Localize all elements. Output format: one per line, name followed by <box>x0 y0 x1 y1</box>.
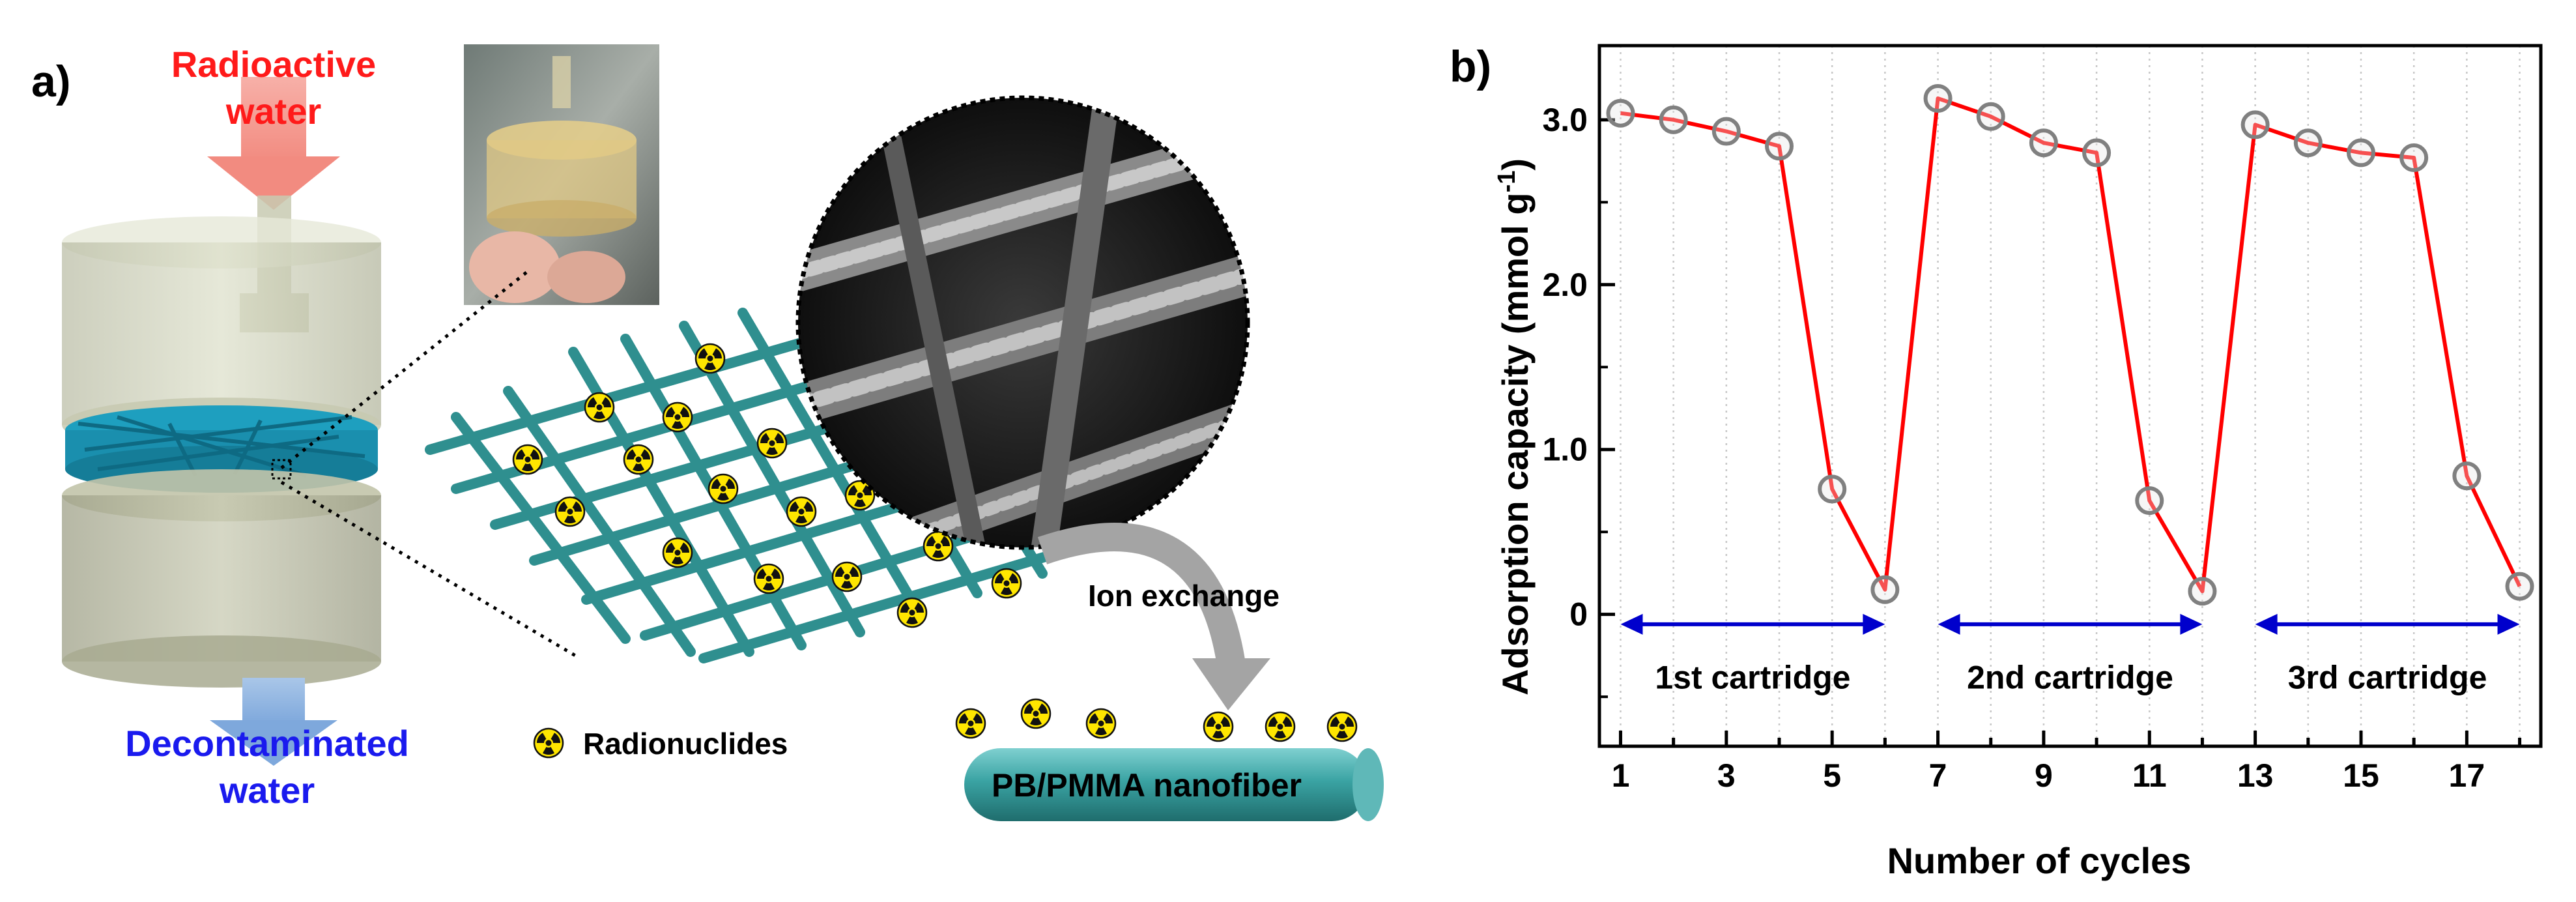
series-line <box>1620 96 2522 594</box>
radionuclide-symbol <box>662 401 693 433</box>
radionuclide-symbol <box>955 708 986 739</box>
radionuclide-symbol <box>554 496 586 527</box>
radionuclide-symbol <box>708 473 739 504</box>
y-axis-title: Adsorption capacity (mmol g-1) <box>1493 158 1536 695</box>
data-point <box>1765 132 1794 161</box>
data-point <box>2505 572 2534 601</box>
output-label-line1: Decontaminated <box>125 723 409 764</box>
x-tick-label: 1 <box>1612 757 1630 794</box>
x-tick-label: 13 <box>2237 757 2274 794</box>
x-tick-label: 3 <box>1717 757 1736 794</box>
cartridge-photo <box>464 44 659 305</box>
x-tick-label: 7 <box>1929 757 1947 794</box>
radionuclide-symbol <box>694 343 726 374</box>
panel-a-label: a) <box>31 57 70 106</box>
input-label-line1: Radioactive <box>171 44 376 85</box>
fiber-label: PB/PMMA nanofiber <box>992 767 1302 804</box>
radionuclide-symbol <box>991 568 1022 599</box>
radionuclide-symbol <box>831 561 863 592</box>
output-arrow <box>210 678 337 766</box>
pb-pmma-nanofiber <box>964 748 1384 821</box>
output-label-line2: water <box>219 770 315 811</box>
x-axis-title: Number of cycles <box>1887 840 2192 881</box>
y-tick-label: 1.0 <box>1542 431 1588 468</box>
data-point <box>1659 105 1688 134</box>
data-point <box>1711 117 1741 146</box>
data-point <box>2135 486 2164 516</box>
data-point <box>2452 461 2482 491</box>
zoom-box <box>271 459 292 480</box>
ion-exchange-arrow <box>1037 523 1270 710</box>
radionuclide-symbol <box>584 392 615 423</box>
x-tick-label: 9 <box>2035 757 2053 794</box>
range-label: 1st cartridge <box>1655 659 1850 695</box>
data-point <box>2188 577 2217 606</box>
radionuclide-symbol <box>896 597 928 628</box>
radionuclide-symbol <box>623 444 654 475</box>
data-point <box>2346 138 2375 167</box>
panel-b-label: b) <box>1450 42 1491 91</box>
radionuclide-symbol <box>786 496 817 527</box>
radionuclide-symbol <box>923 531 954 562</box>
input-arrow <box>207 77 340 210</box>
range-arrow-head-left <box>2255 613 2278 635</box>
range-arrow-head-right <box>2497 613 2520 635</box>
data-point <box>2082 138 2111 167</box>
range-arrow-head-left <box>1938 613 1960 635</box>
data-point <box>1606 98 1635 128</box>
radionuclide-symbol <box>1085 708 1117 739</box>
radionuclide-symbol <box>756 428 788 459</box>
process-label: Ion exchange <box>1088 579 1280 613</box>
sem-image <box>795 95 1250 550</box>
radionuclide-symbol <box>662 537 693 568</box>
legend-label: Radionuclides <box>583 727 788 761</box>
legend-radionuclide-icon <box>533 727 564 759</box>
y-tick-label: 0 <box>1569 596 1588 633</box>
range-arrow-head-right <box>2180 613 2203 635</box>
data-point <box>1870 575 1900 604</box>
x-tick-label: 15 <box>2343 757 2379 794</box>
data-point <box>2240 110 2270 139</box>
data-point <box>1923 83 1953 113</box>
y-axis-title-close: ) <box>1495 158 1536 171</box>
adsorbed-radionuclides <box>955 698 1358 742</box>
y-tick-label: 3.0 <box>1542 102 1588 138</box>
data-point <box>1976 102 2005 131</box>
x-tick-label: 5 <box>1823 757 1841 794</box>
x-tick-label: 11 <box>2132 757 2167 794</box>
y-axis-title-main: Adsorption capacity (mmol g <box>1495 192 1536 695</box>
range-arrow-head-left <box>1620 613 1643 635</box>
radionuclide-symbol <box>1203 711 1234 742</box>
data-point <box>2399 143 2429 172</box>
radionuclide-symbol <box>753 563 784 594</box>
data-point <box>2293 128 2323 158</box>
range-arrow-head-right <box>1863 613 1885 635</box>
data-point <box>2029 128 2058 158</box>
radionuclide-symbol <box>1265 711 1296 742</box>
x-tick-label: 17 <box>2449 757 2485 794</box>
y-tick-label: 2.0 <box>1542 267 1588 303</box>
filter-cartridge <box>62 196 381 704</box>
radionuclide-symbol <box>1326 711 1358 742</box>
range-label: 2nd cartridge <box>1967 659 2173 695</box>
y-axis-title-superscript: -1 <box>1493 171 1521 193</box>
zoom-lines <box>280 271 581 660</box>
plot-frame <box>1597 44 2543 748</box>
input-label-line2: water <box>225 91 321 132</box>
data-point <box>1818 474 1847 504</box>
range-label: 3rd cartridge <box>2288 659 2487 695</box>
radionuclide-symbol <box>1020 698 1052 729</box>
radionuclide-symbol <box>512 444 543 475</box>
